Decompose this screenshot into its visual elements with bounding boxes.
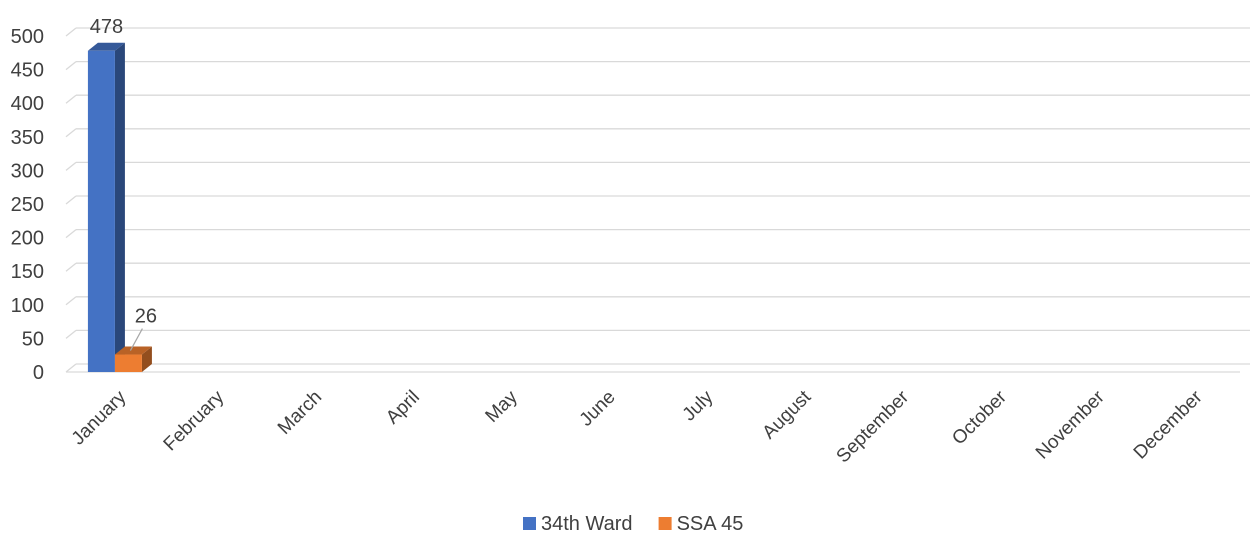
bar-ssa-45-january <box>114 346 152 372</box>
y-tick-label: 50 <box>22 328 44 350</box>
bar-top-face <box>114 346 152 355</box>
gridline-side <box>65 61 77 71</box>
legend-swatch <box>523 517 536 530</box>
bar-side-face <box>114 42 125 373</box>
x-tick-label: March <box>274 387 326 439</box>
bar-side-face <box>141 346 152 372</box>
legend-label: SSA 45 <box>677 513 744 535</box>
gridline-side <box>65 363 77 373</box>
y-tick-label: 200 <box>11 228 44 250</box>
y-tick-label: 0 <box>33 362 44 384</box>
x-tick-label: February <box>160 386 229 455</box>
data-label: 26 <box>135 306 157 328</box>
x-tick-label: September <box>833 386 914 467</box>
bar-front-face <box>87 50 115 373</box>
x-tick-label: January <box>68 386 131 449</box>
x-tick-label: August <box>759 386 816 443</box>
gridline-side <box>65 229 77 239</box>
gridline-side <box>65 94 77 104</box>
legend-item: 34th Ward <box>523 513 633 535</box>
x-tick-label: April <box>382 387 424 429</box>
y-axis-tick-labels: 0 50 100 150 200 250 300 350 400 450 500 <box>11 26 44 384</box>
x-tick-label: December <box>1130 386 1207 463</box>
gridlines <box>65 27 1250 373</box>
legend: 34th Ward SSA 45 <box>523 513 743 535</box>
legend-swatch <box>658 517 672 530</box>
x-tick-label: November <box>1032 386 1109 463</box>
gridline-side <box>65 329 77 339</box>
y-tick-label: 450 <box>11 60 44 82</box>
data-label: 478 <box>90 16 123 38</box>
bars <box>87 42 152 373</box>
x-axis-tick-labels: January February March April May June July Augu… <box>68 386 1207 467</box>
gridline-side <box>65 27 77 37</box>
bar-34th-ward-january <box>87 42 125 373</box>
y-tick-label: 500 <box>11 26 44 48</box>
y-tick-label: 400 <box>11 93 44 115</box>
gridline-side <box>65 262 77 272</box>
gridline-side <box>65 195 77 205</box>
legend-item: SSA 45 <box>658 513 744 535</box>
x-tick-label: June <box>576 387 620 431</box>
x-tick-label: May <box>482 386 523 427</box>
gridline-side <box>65 161 77 171</box>
gridline-side <box>65 296 77 306</box>
legend-label: 34th Ward <box>541 513 633 535</box>
y-tick-label: 250 <box>11 194 44 216</box>
y-tick-label: 350 <box>11 127 44 149</box>
y-tick-label: 150 <box>11 261 44 283</box>
gridline-side <box>65 128 77 138</box>
data-label-leader-line <box>129 328 143 351</box>
bar-top-face <box>87 42 125 51</box>
y-tick-label: 100 <box>11 295 44 317</box>
bar-front-face <box>114 354 142 372</box>
x-tick-label: October <box>948 386 1011 449</box>
data-labels: 478 26 <box>90 16 157 351</box>
y-tick-label: 300 <box>11 160 44 182</box>
x-tick-label: July <box>679 386 718 425</box>
